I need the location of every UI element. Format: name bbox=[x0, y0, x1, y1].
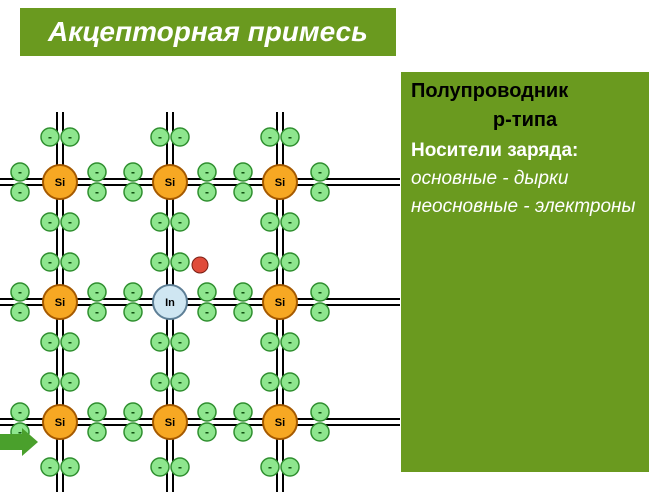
title-text: Акцепторная примесь bbox=[48, 16, 368, 47]
electron-label: - bbox=[288, 460, 292, 474]
electron-label: - bbox=[178, 130, 182, 144]
electron-label: - bbox=[158, 460, 162, 474]
electron-label: - bbox=[205, 165, 209, 179]
electron-label: - bbox=[131, 185, 135, 199]
electron-label: - bbox=[18, 185, 22, 199]
panel-heading-1: Полупроводник bbox=[411, 80, 639, 103]
electron-label: - bbox=[318, 165, 322, 179]
electron-label: - bbox=[95, 305, 99, 319]
info-panel: Полупроводник p-типа Носители заряда: ос… bbox=[401, 72, 649, 472]
electron-label: - bbox=[268, 335, 272, 349]
electron-label: - bbox=[131, 285, 135, 299]
electron-label: - bbox=[205, 425, 209, 439]
electron-label: - bbox=[318, 425, 322, 439]
electron-label: - bbox=[268, 130, 272, 144]
atom-label: Si bbox=[165, 177, 175, 189]
electron-label: - bbox=[268, 255, 272, 269]
title-bar: Акцепторная примесь bbox=[20, 8, 396, 56]
electron-label: - bbox=[318, 285, 322, 299]
electron-label: - bbox=[158, 215, 162, 229]
electron-label: - bbox=[178, 460, 182, 474]
atom-label: Si bbox=[55, 177, 65, 189]
electron-label: - bbox=[68, 255, 72, 269]
electron-label: - bbox=[68, 460, 72, 474]
atom-label: Si bbox=[55, 297, 65, 309]
electron-label: - bbox=[48, 335, 52, 349]
atom-label: In bbox=[165, 297, 175, 309]
electron-label: - bbox=[205, 305, 209, 319]
electron-label: - bbox=[131, 425, 135, 439]
atom-label: Si bbox=[275, 177, 285, 189]
electron-label: - bbox=[241, 405, 245, 419]
electron-label: - bbox=[318, 185, 322, 199]
electron-label: - bbox=[131, 405, 135, 419]
carriers-label: Носители заряда: bbox=[411, 140, 639, 162]
electron-label: - bbox=[241, 285, 245, 299]
electron-label: - bbox=[48, 130, 52, 144]
electron-label: - bbox=[95, 405, 99, 419]
electron-label: - bbox=[241, 425, 245, 439]
electron-label: - bbox=[178, 375, 182, 389]
electron-label: - bbox=[268, 375, 272, 389]
hole bbox=[192, 257, 208, 273]
electron-label: - bbox=[178, 255, 182, 269]
electron-label: - bbox=[268, 460, 272, 474]
electron-label: - bbox=[95, 425, 99, 439]
electron-label: - bbox=[205, 185, 209, 199]
electron-label: - bbox=[288, 375, 292, 389]
electron-label: - bbox=[288, 215, 292, 229]
electron-label: - bbox=[241, 165, 245, 179]
lattice-svg: - - - - - - - - - - - - - - - - - - - - - - - - - - - - - - - - - - - - - - - -… bbox=[0, 72, 400, 492]
electron-label: - bbox=[241, 185, 245, 199]
atom-label: Si bbox=[55, 417, 65, 429]
electron-label: - bbox=[95, 165, 99, 179]
majority-carriers: основные - дырки bbox=[411, 168, 639, 190]
electron-label: - bbox=[158, 255, 162, 269]
electron-label: - bbox=[18, 305, 22, 319]
electron-label: - bbox=[18, 285, 22, 299]
electron-label: - bbox=[288, 335, 292, 349]
electron-label: - bbox=[158, 375, 162, 389]
electron-label: - bbox=[158, 335, 162, 349]
atom-label: Si bbox=[275, 297, 285, 309]
electron-label: - bbox=[68, 335, 72, 349]
electron-label: - bbox=[48, 375, 52, 389]
electron-label: - bbox=[288, 255, 292, 269]
electron-label: - bbox=[95, 285, 99, 299]
electron-label: - bbox=[131, 305, 135, 319]
electron-label: - bbox=[48, 460, 52, 474]
electron-label: - bbox=[68, 215, 72, 229]
electron-label: - bbox=[68, 375, 72, 389]
minority-carriers: неосновные - электроны bbox=[411, 196, 639, 218]
electron-label: - bbox=[288, 130, 292, 144]
electron-label: - bbox=[18, 405, 22, 419]
panel-heading-2: p-типа bbox=[411, 109, 639, 132]
electron-label: - bbox=[48, 255, 52, 269]
atom-label: Si bbox=[275, 417, 285, 429]
electron-label: - bbox=[318, 305, 322, 319]
electron-label: - bbox=[95, 185, 99, 199]
electron-label: - bbox=[318, 405, 322, 419]
electron-label: - bbox=[158, 130, 162, 144]
electron-label: - bbox=[68, 130, 72, 144]
lattice-diagram: - - - - - - - - - - - - - - - - - - - - - - - - - - - - - - - - - - - - - - - -… bbox=[0, 72, 400, 492]
electron-label: - bbox=[268, 215, 272, 229]
electron-label: - bbox=[131, 165, 135, 179]
electron-label: - bbox=[205, 285, 209, 299]
atom-label: Si bbox=[165, 417, 175, 429]
electron-label: - bbox=[48, 215, 52, 229]
electron-label: - bbox=[178, 335, 182, 349]
electron-label: - bbox=[205, 405, 209, 419]
electron-label: - bbox=[241, 305, 245, 319]
electron-label: - bbox=[178, 215, 182, 229]
electron-label: - bbox=[18, 165, 22, 179]
